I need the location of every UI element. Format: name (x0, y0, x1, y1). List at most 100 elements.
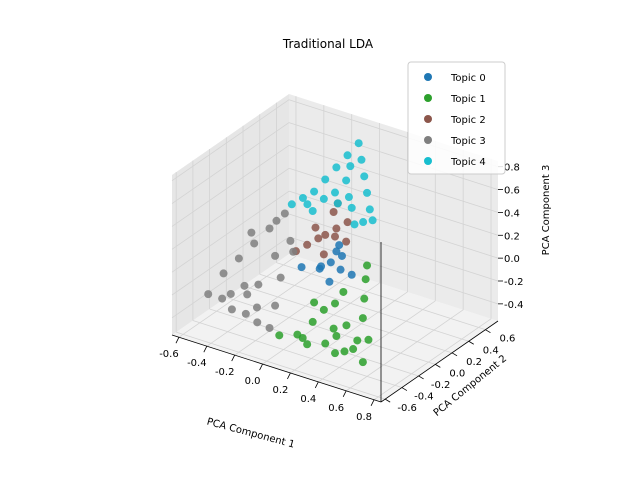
data-point (308, 207, 317, 216)
data-point (342, 321, 351, 330)
y-tick-mark (418, 375, 424, 380)
data-point (286, 236, 295, 245)
grid-line-y-floor (209, 308, 419, 377)
data-point (342, 176, 351, 185)
x-tick-label: 0.6 (328, 403, 344, 414)
grid-line-y-floor (192, 320, 403, 388)
data-point (303, 240, 312, 249)
grid-line-z-side (171, 145, 290, 227)
legend-marker (424, 94, 432, 102)
x-tick-label: -0.4 (187, 358, 207, 369)
y-tick-label: 0.0 (449, 368, 465, 379)
data-point (354, 139, 363, 148)
x-tick-label: 0.2 (272, 385, 288, 396)
data-point (314, 234, 323, 243)
z-tick-label: 0.6 (504, 186, 520, 197)
legend-marker (424, 157, 432, 165)
data-point (319, 250, 328, 259)
z-tick-label: 0.0 (504, 254, 520, 265)
y-tick-label: -0.4 (414, 392, 434, 403)
data-point (358, 314, 367, 323)
grid-line-x-floor (373, 318, 492, 401)
data-point (303, 200, 312, 209)
data-point (289, 247, 298, 256)
data-point (321, 175, 330, 184)
y-tick-label: 0.4 (483, 345, 499, 356)
data-point (265, 224, 274, 233)
data-point (271, 251, 280, 260)
data-point (336, 265, 345, 274)
data-point (350, 220, 359, 229)
data-point (331, 349, 340, 358)
grid-line-z-side (171, 122, 290, 204)
data-point (340, 347, 349, 356)
data-point (357, 155, 366, 164)
x-tick-mark (231, 354, 236, 362)
z-tick-label: 0.4 (504, 208, 520, 219)
data-point (332, 332, 341, 341)
data-point (310, 187, 319, 196)
grid-line-z-side (171, 190, 290, 273)
data-point (337, 251, 346, 260)
x-tick-mark (370, 399, 375, 406)
series-topic-0 (297, 241, 356, 286)
y-tick-mark (384, 398, 391, 403)
grid-line-z-back (288, 236, 499, 305)
y-tick-mark (468, 340, 474, 345)
grid-line-x-floor (290, 291, 408, 374)
data-point (254, 280, 263, 289)
data-point (253, 318, 262, 327)
data-point (361, 275, 370, 284)
x-tick-label: 0.0 (245, 376, 261, 387)
data-point (303, 340, 312, 349)
data-point (271, 301, 280, 310)
data-point (265, 323, 274, 332)
data-point (364, 335, 373, 344)
data-point (321, 339, 330, 348)
x-tick-label: -0.2 (215, 367, 235, 378)
grid-line-z-back (288, 122, 499, 190)
data-point (368, 216, 377, 225)
data-point (272, 216, 281, 225)
z-tick-label: -0.2 (504, 277, 524, 288)
data-point (243, 290, 252, 299)
y-tick-label: -0.6 (397, 403, 417, 414)
data-point (333, 199, 342, 208)
data-point (359, 218, 368, 227)
data-point (358, 358, 367, 367)
y-tick-label: -0.2 (431, 380, 451, 391)
data-point (241, 309, 250, 318)
data-point (311, 223, 320, 232)
data-point (250, 239, 259, 248)
chart-title: Traditional LDA (282, 37, 374, 51)
data-point (363, 188, 372, 197)
data-point (347, 203, 356, 212)
grid-line-z-back (288, 145, 499, 213)
data-point (329, 207, 338, 216)
legend-marker (424, 73, 432, 81)
x-tick-mark (175, 337, 180, 344)
data-point (342, 237, 351, 246)
data-point (298, 193, 307, 202)
data-point (344, 193, 353, 202)
legend-marker (424, 115, 432, 123)
data-point (252, 303, 261, 312)
data-point (343, 151, 352, 160)
x-tick-label: 0.4 (300, 394, 316, 405)
data-point (365, 205, 374, 214)
y-tick-mark (401, 387, 408, 391)
grid-line-x-floor (345, 309, 464, 392)
data-point (308, 317, 317, 326)
data-point (330, 188, 339, 197)
x-tick-label: 0.8 (356, 412, 372, 423)
series-topic-3 (204, 209, 298, 332)
grid-line-x-floor (318, 300, 436, 383)
y-tick-label: 0.6 (500, 334, 516, 345)
data-point (276, 273, 285, 282)
data-point (339, 287, 348, 296)
legend-marker (424, 136, 432, 144)
grid-line-z-side (171, 236, 290, 319)
grid-line-z-back (288, 213, 499, 282)
grid-line-y-floor (242, 285, 453, 354)
legend-label: Topic 2 (450, 115, 486, 126)
